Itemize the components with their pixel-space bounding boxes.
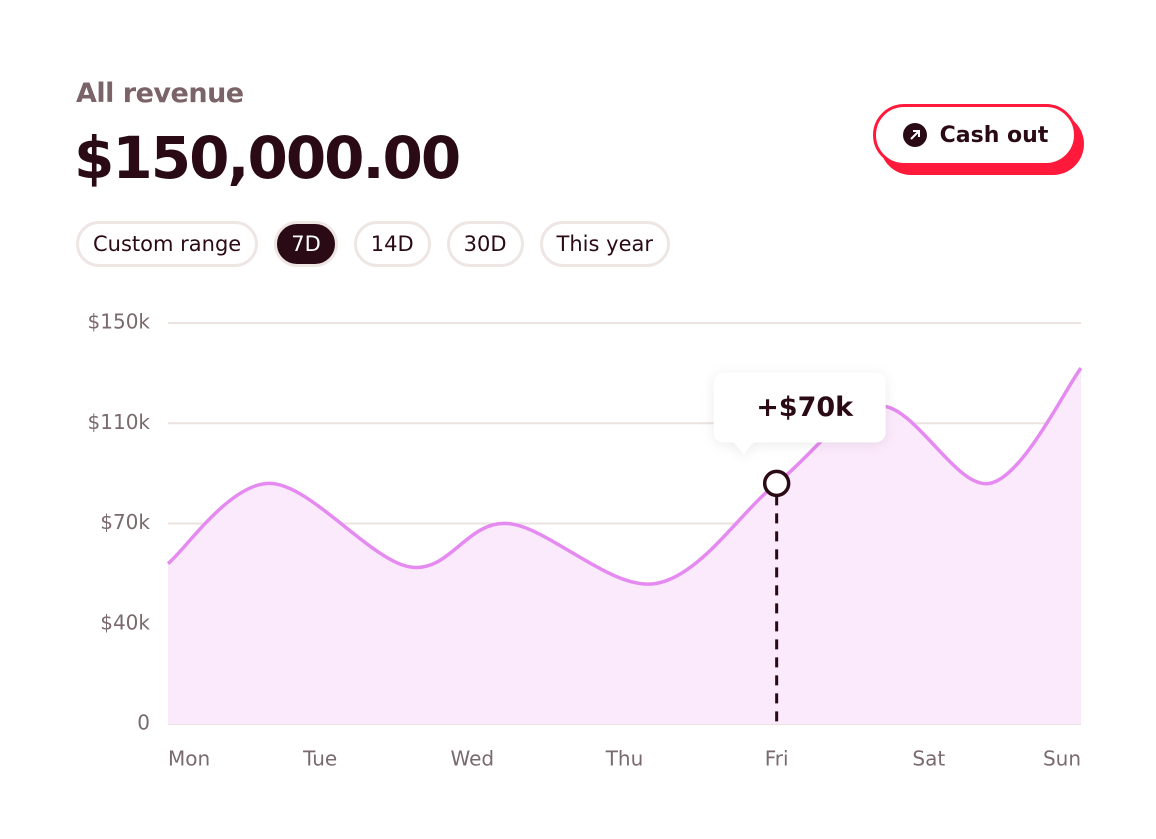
y-tick-label: $150k [88,310,151,334]
range-filter[interactable]: 7D [274,221,338,267]
revenue-label: All revenue [76,78,244,109]
y-tick-label: $110k [88,410,151,434]
x-tick-label: Mon [168,747,210,771]
range-filter[interactable]: 14D [353,221,431,267]
x-tick-label: Tue [302,747,337,771]
tooltip-label: +$70k [756,392,854,423]
y-tick-label: 0 [137,711,150,735]
cash-out-label: Cash out [939,122,1049,148]
range-filter[interactable]: This year [539,221,670,267]
cash-out-button[interactable]: Cash out [873,104,1077,166]
x-tick-label: Sat [912,747,945,771]
range-filter[interactable]: Custom range [76,221,259,267]
range-filter[interactable]: 30D [446,221,524,267]
x-tick-label: Fri [765,747,789,771]
revenue-amount: $150,000.00 [74,124,461,192]
y-tick-label: $40k [100,610,150,634]
area [168,368,1081,724]
x-tick-label: Thu [605,747,644,771]
highlight-point [762,469,791,498]
tooltip [713,372,886,455]
x-tick-label: Sun [1043,747,1081,771]
line [166,367,1083,586]
x-tick-label: Wed [451,747,495,771]
range-filters: Custom range 7D 14D 30D This year [76,221,670,267]
arrow-icon [902,123,927,147]
y-tick-label: $70k [100,510,150,534]
